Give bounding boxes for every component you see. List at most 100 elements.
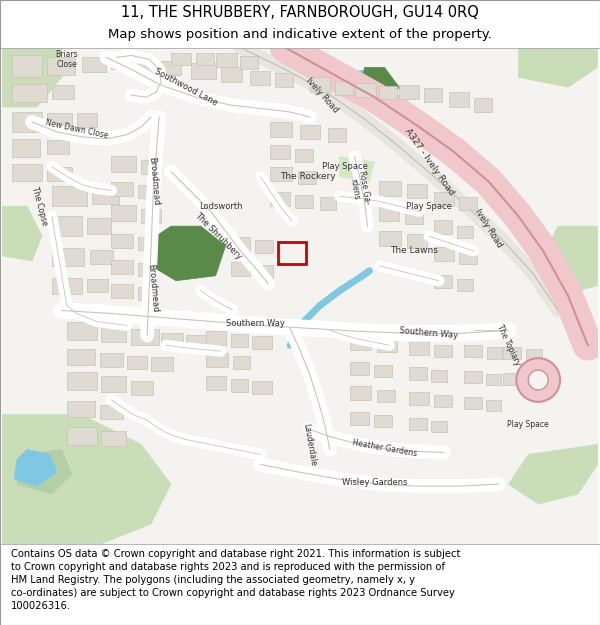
Bar [112, 56, 133, 69]
Bar [100, 405, 124, 419]
Bar [67, 349, 95, 365]
Text: Rose Ga-
rdens: Rose Ga- rdens [347, 170, 372, 207]
Bar [256, 240, 273, 253]
Circle shape [517, 358, 560, 402]
Bar [171, 54, 191, 66]
Text: Wisley Gardens: Wisley Gardens [341, 478, 407, 487]
Bar [270, 167, 292, 181]
Bar [464, 397, 482, 409]
Bar [47, 113, 72, 129]
Bar [112, 284, 133, 298]
Text: Broadmead: Broadmead [148, 157, 161, 206]
Bar [350, 386, 371, 400]
Bar [407, 234, 427, 248]
Text: New Dawn Close: New Dawn Close [44, 118, 109, 140]
Bar [230, 379, 248, 392]
Text: The Rockery: The Rockery [280, 172, 336, 181]
Bar [424, 88, 442, 102]
Bar [77, 113, 97, 127]
Text: The Lawns: The Lawns [390, 246, 438, 256]
Text: Play Space: Play Space [508, 420, 549, 429]
Bar [101, 431, 127, 446]
Bar [250, 71, 270, 85]
Text: Lodsworth: Lodsworth [199, 202, 242, 211]
Polygon shape [2, 206, 42, 261]
Bar [67, 401, 95, 417]
Bar [138, 186, 156, 198]
Bar [459, 198, 476, 210]
Bar [256, 265, 273, 278]
Bar [379, 208, 399, 221]
Polygon shape [508, 444, 598, 504]
Bar [67, 427, 97, 444]
Bar [52, 216, 82, 236]
Bar [141, 209, 161, 223]
Bar [464, 371, 482, 383]
Bar [270, 192, 290, 206]
Bar [310, 78, 330, 92]
Bar [67, 372, 97, 390]
Bar [141, 159, 161, 174]
Text: Contains OS data © Crown copyright and database right 2021. This information is : Contains OS data © Crown copyright and d… [11, 549, 460, 611]
Bar [377, 339, 397, 352]
Polygon shape [2, 415, 171, 544]
Bar [89, 250, 113, 264]
Bar [196, 54, 214, 66]
Bar [112, 234, 133, 248]
Polygon shape [17, 449, 72, 494]
Bar [101, 376, 127, 392]
Bar [434, 345, 452, 357]
Bar [112, 182, 133, 196]
Bar [485, 374, 502, 385]
Polygon shape [2, 48, 62, 107]
Bar [275, 73, 293, 88]
Bar [457, 226, 473, 238]
Bar [230, 262, 250, 276]
Bar [379, 181, 401, 196]
Bar [350, 336, 371, 350]
Text: Play Space: Play Space [406, 202, 452, 211]
Bar [138, 263, 156, 276]
Bar [101, 326, 127, 342]
Bar [112, 156, 136, 171]
Text: Play Space: Play Space [322, 162, 368, 171]
Bar [405, 211, 423, 224]
Text: 11, THE SHRUBBERY, FARNBOROUGH, GU14 0RQ: 11, THE SHRUBBERY, FARNBOROUGH, GU14 0RQ [121, 6, 479, 21]
Bar [206, 331, 226, 345]
Bar [131, 381, 153, 395]
Bar [379, 86, 397, 99]
Text: The Topiary: The Topiary [495, 323, 522, 367]
Text: Broadmead: Broadmead [146, 263, 160, 312]
Bar [52, 85, 74, 99]
Bar [350, 362, 370, 375]
Bar [151, 357, 173, 371]
Bar [409, 418, 427, 429]
Bar [449, 92, 469, 107]
Bar [431, 370, 447, 382]
Bar [215, 54, 238, 68]
Bar [138, 58, 156, 72]
Text: Lauderdale: Lauderdale [302, 422, 318, 466]
Bar [138, 237, 156, 250]
Bar [377, 390, 395, 402]
Bar [12, 56, 42, 78]
Bar [434, 192, 454, 206]
Bar [434, 395, 452, 407]
Bar [298, 171, 316, 184]
Polygon shape [344, 69, 379, 102]
Bar [100, 353, 124, 367]
Bar [335, 81, 353, 95]
Bar [47, 167, 72, 181]
Bar [52, 278, 82, 294]
Bar [409, 392, 429, 405]
Bar [92, 186, 119, 204]
Bar [12, 139, 40, 157]
Bar [487, 348, 502, 359]
Bar [230, 334, 248, 348]
Bar [526, 349, 542, 361]
Bar [300, 125, 320, 139]
Bar [320, 198, 336, 210]
Text: The Copse: The Copse [31, 186, 49, 227]
Bar [12, 112, 42, 132]
Bar [328, 128, 346, 142]
